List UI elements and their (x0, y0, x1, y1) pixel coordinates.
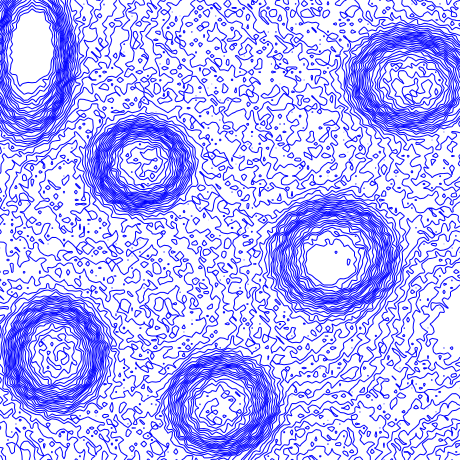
page: (() => { const data = JSON.parse(documen… (0, 0, 460, 460)
contour-plot (0, 0, 460, 460)
